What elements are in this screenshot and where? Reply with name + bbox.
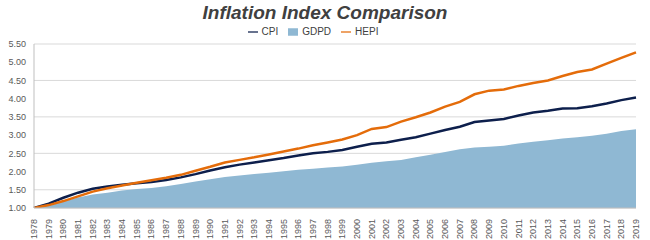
svg-text:2004: 2004 xyxy=(411,219,421,239)
svg-text:2001: 2001 xyxy=(367,219,377,239)
svg-text:1995: 1995 xyxy=(279,219,289,239)
svg-text:3.50: 3.50 xyxy=(8,112,26,122)
svg-text:1985: 1985 xyxy=(132,219,142,239)
svg-text:2008: 2008 xyxy=(469,219,479,239)
svg-text:2012: 2012 xyxy=(528,219,538,239)
svg-text:2016: 2016 xyxy=(587,219,597,239)
svg-text:1991: 1991 xyxy=(220,219,230,239)
html-text:CPI: CPI xyxy=(261,26,279,37)
svg-text:2017: 2017 xyxy=(602,219,612,239)
svg-text:1981: 1981 xyxy=(73,219,83,239)
svg-text:4.00: 4.00 xyxy=(8,94,26,104)
svg-text:1.00: 1.00 xyxy=(8,203,26,213)
svg-text:1.50: 1.50 xyxy=(8,185,26,195)
svg-text:2014: 2014 xyxy=(558,219,568,239)
html-text:GDPD: GDPD xyxy=(302,26,332,37)
svg-text:4.50: 4.50 xyxy=(8,76,26,86)
svg-text:5.00: 5.00 xyxy=(8,57,26,67)
svg-text:2000: 2000 xyxy=(352,219,362,239)
svg-text:2007: 2007 xyxy=(455,219,465,239)
svg-text:1978: 1978 xyxy=(29,219,39,239)
svg-text:1988: 1988 xyxy=(176,219,186,239)
svg-text:2010: 2010 xyxy=(499,219,509,239)
svg-text:1990: 1990 xyxy=(205,219,215,239)
svg-text:2019: 2019 xyxy=(631,219,641,239)
svg-text:2018: 2018 xyxy=(616,219,626,239)
svg-text:2002: 2002 xyxy=(381,219,391,239)
svg-text:1979: 1979 xyxy=(44,219,54,239)
svg-text:2011: 2011 xyxy=(514,219,524,238)
svg-text:2.00: 2.00 xyxy=(8,167,26,177)
svg-text:1983: 1983 xyxy=(102,219,112,239)
svg-text:5.50: 5.50 xyxy=(8,39,26,49)
svg-text:1980: 1980 xyxy=(58,219,68,239)
svg-text:2005: 2005 xyxy=(425,219,435,239)
svg-text:1982: 1982 xyxy=(88,219,98,239)
svg-text:2009: 2009 xyxy=(484,219,494,239)
svg-text:3.00: 3.00 xyxy=(8,130,26,140)
svg-text:1992: 1992 xyxy=(235,219,245,239)
svg-text:1998: 1998 xyxy=(323,219,333,239)
svg-text:2006: 2006 xyxy=(440,219,450,239)
svg-text:1996: 1996 xyxy=(293,219,303,239)
svg-text:1993: 1993 xyxy=(249,219,259,239)
svg-text:2013: 2013 xyxy=(543,219,553,239)
svg-text:1989: 1989 xyxy=(191,219,201,239)
svg-text:1987: 1987 xyxy=(161,219,171,239)
svg-text:1999: 1999 xyxy=(337,219,347,239)
svg-text:1994: 1994 xyxy=(264,219,274,239)
svg-text:1997: 1997 xyxy=(308,219,318,239)
svg-text:2015: 2015 xyxy=(572,219,582,239)
svg-text:2.50: 2.50 xyxy=(8,149,26,159)
svg-text:2003: 2003 xyxy=(396,219,406,239)
html-text:Inflation Index Comparison: Inflation Index Comparison xyxy=(202,2,448,23)
html-text:HEPI: HEPI xyxy=(355,26,379,37)
svg-text:1986: 1986 xyxy=(146,219,156,239)
svg-text:1984: 1984 xyxy=(117,219,127,239)
